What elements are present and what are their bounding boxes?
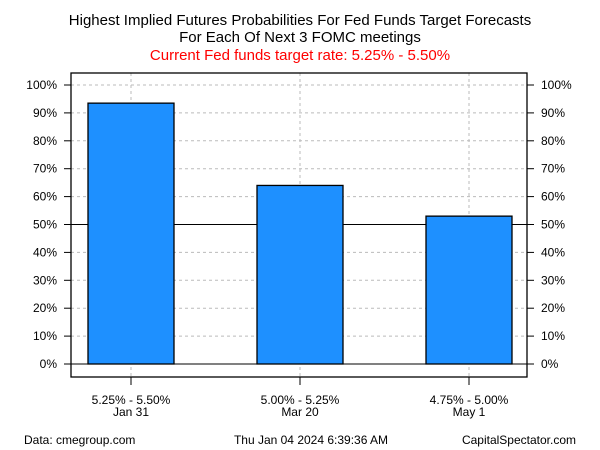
- chart-title: Highest Implied Futures Probabilities Fo…: [69, 12, 531, 29]
- bar-may-1: [425, 215, 513, 365]
- plot-frame: [70, 72, 528, 378]
- footer-timestamp: Thu Jan 04 2024 6:39:36 AM: [234, 433, 388, 447]
- y-tick-label-left: 60%: [33, 190, 57, 204]
- x-tick-label-date: Mar 20: [281, 405, 319, 419]
- y-tick-label-left: 10%: [33, 329, 57, 343]
- footer-brand: CapitalSpectator.com: [462, 433, 576, 447]
- y-tick-label-right: 80%: [541, 134, 565, 148]
- y-tick-label-left: 30%: [33, 273, 57, 287]
- y-tick-label-right: 10%: [541, 329, 565, 343]
- y-tick-label-right: 0%: [541, 357, 559, 371]
- x-tick-label-range: 5.00% - 5.25%: [261, 393, 340, 407]
- y-tick-label-left: 80%: [33, 134, 57, 148]
- x-tick-label-range: 4.75% - 5.00%: [430, 393, 509, 407]
- y-tick-label-right: 20%: [541, 301, 565, 315]
- chart-subtitle: For Each Of Next 3 FOMC meetings: [179, 29, 421, 46]
- y-tick-label-right: 70%: [541, 162, 565, 176]
- x-tick-label-date: Jan 31: [113, 405, 149, 419]
- current-rate-subtitle: Current Fed funds target rate: 5.25% - 5…: [150, 47, 450, 64]
- y-tick-label-right: 50%: [541, 218, 565, 232]
- y-tick-label-left: 50%: [33, 218, 57, 232]
- x-tick-label-date: May 1: [453, 405, 486, 419]
- y-tick-label-left: 20%: [33, 301, 57, 315]
- bar-mar-20: [256, 184, 344, 365]
- x-tick-label-range: 5.25% - 5.50%: [92, 393, 171, 407]
- bar-jan-31: [87, 102, 175, 365]
- y-tick-label-left: 90%: [33, 106, 57, 120]
- y-tick-label-right: 40%: [541, 245, 565, 259]
- footer-source: Data: cmegroup.com: [24, 433, 135, 447]
- y-tick-label-right: 90%: [541, 106, 565, 120]
- y-tick-label-left: 70%: [33, 162, 57, 176]
- y-tick-label-right: 100%: [541, 78, 572, 92]
- y-tick-label-right: 30%: [541, 273, 565, 287]
- y-tick-label-right: 60%: [541, 190, 565, 204]
- y-tick-label-left: 40%: [33, 245, 57, 259]
- y-tick-label-left: 100%: [26, 78, 57, 92]
- y-tick-label-left: 0%: [40, 357, 58, 371]
